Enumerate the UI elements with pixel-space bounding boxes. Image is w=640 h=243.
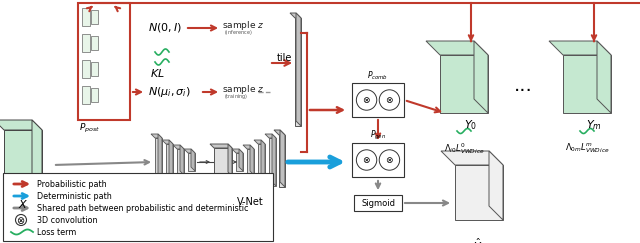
Polygon shape	[440, 55, 488, 113]
Polygon shape	[82, 8, 90, 26]
Polygon shape	[173, 145, 184, 149]
FancyBboxPatch shape	[3, 173, 273, 241]
Polygon shape	[254, 140, 265, 144]
Polygon shape	[82, 34, 90, 52]
Polygon shape	[228, 144, 232, 176]
Text: Sigmoid: Sigmoid	[361, 199, 395, 208]
Polygon shape	[0, 120, 42, 130]
Text: 3D convolution: 3D convolution	[37, 216, 97, 225]
Text: $\otimes$: $\otimes$	[385, 155, 394, 165]
FancyBboxPatch shape	[354, 195, 402, 211]
Text: $N(0,I)$: $N(0,I)$	[148, 21, 182, 35]
Polygon shape	[91, 62, 98, 76]
Text: sample $z$: sample $z$	[222, 83, 264, 95]
Text: $N(\mu_i, \sigma_i)$: $N(\mu_i, \sigma_i)$	[148, 85, 191, 99]
Polygon shape	[279, 135, 285, 187]
Text: $_{\rm(inference)}$: $_{\rm(inference)}$	[224, 28, 253, 38]
Text: sample $z$: sample $z$	[222, 18, 264, 32]
Polygon shape	[295, 18, 301, 126]
Polygon shape	[91, 36, 98, 50]
Polygon shape	[426, 41, 488, 55]
Text: $X$: $X$	[18, 198, 28, 210]
Text: $\hat{Y}_i$: $\hat{Y}_i$	[474, 237, 484, 243]
Polygon shape	[597, 41, 611, 113]
Polygon shape	[563, 55, 611, 113]
Text: $P_{gen}$: $P_{gen}$	[370, 129, 386, 142]
Circle shape	[356, 90, 377, 110]
Polygon shape	[188, 153, 195, 171]
Text: $\otimes$: $\otimes$	[362, 95, 371, 105]
Circle shape	[15, 215, 26, 226]
Polygon shape	[158, 134, 162, 186]
Polygon shape	[82, 60, 90, 78]
Polygon shape	[455, 165, 503, 220]
Text: $\otimes$: $\otimes$	[385, 95, 394, 105]
Polygon shape	[474, 41, 488, 113]
Circle shape	[380, 90, 399, 110]
Polygon shape	[236, 153, 243, 171]
Polygon shape	[296, 13, 301, 126]
Text: $Y_0$: $Y_0$	[465, 118, 477, 132]
Polygon shape	[261, 140, 265, 180]
Polygon shape	[180, 145, 184, 175]
Text: $_{\rm(training)}$: $_{\rm(training)}$	[224, 92, 248, 102]
Polygon shape	[250, 145, 254, 175]
Polygon shape	[274, 130, 285, 135]
Text: Shared path between probabilistic and deterministic: Shared path between probabilistic and de…	[37, 203, 248, 212]
Polygon shape	[177, 149, 184, 175]
Polygon shape	[290, 13, 301, 18]
Polygon shape	[82, 86, 90, 104]
Polygon shape	[269, 138, 276, 186]
Text: Deterministic path: Deterministic path	[37, 191, 112, 200]
Text: $\otimes$: $\otimes$	[17, 215, 26, 226]
Polygon shape	[151, 134, 162, 138]
Text: $Y_m$: $Y_m$	[586, 118, 602, 132]
Polygon shape	[549, 41, 611, 55]
Text: Probabilistic path: Probabilistic path	[37, 180, 107, 189]
Polygon shape	[239, 149, 243, 171]
Polygon shape	[166, 144, 173, 180]
Polygon shape	[91, 10, 98, 24]
Text: $\Lambda_{i0}L^0_{VWDice}$: $\Lambda_{i0}L^0_{VWDice}$	[444, 141, 484, 156]
Polygon shape	[232, 149, 243, 153]
Polygon shape	[191, 149, 195, 171]
Polygon shape	[32, 120, 42, 185]
FancyBboxPatch shape	[78, 3, 130, 120]
Text: ...: ...	[514, 76, 532, 95]
Text: $\Lambda_{0m}L^m_{VWDice}$: $\Lambda_{0m}L^m_{VWDice}$	[564, 141, 609, 155]
Text: tile: tile	[277, 53, 292, 63]
Circle shape	[380, 150, 399, 170]
Text: $P_{comb}$: $P_{comb}$	[367, 69, 388, 82]
Polygon shape	[272, 134, 276, 186]
Polygon shape	[247, 149, 254, 175]
Polygon shape	[210, 144, 232, 148]
Text: $P_{post}$: $P_{post}$	[79, 122, 100, 135]
Polygon shape	[4, 130, 42, 185]
Text: $\otimes$: $\otimes$	[362, 155, 371, 165]
Polygon shape	[91, 88, 98, 102]
Polygon shape	[169, 140, 173, 180]
Text: $KL$: $KL$	[150, 67, 164, 79]
Polygon shape	[489, 151, 503, 220]
FancyBboxPatch shape	[352, 143, 404, 177]
Polygon shape	[162, 140, 173, 144]
Polygon shape	[214, 148, 232, 176]
Polygon shape	[265, 134, 276, 138]
Polygon shape	[155, 138, 162, 186]
Polygon shape	[258, 144, 265, 180]
Polygon shape	[441, 151, 503, 165]
Text: V-Net: V-Net	[237, 197, 264, 207]
Polygon shape	[280, 130, 285, 187]
FancyBboxPatch shape	[352, 83, 404, 117]
Polygon shape	[184, 149, 195, 153]
Text: Loss term: Loss term	[37, 227, 76, 236]
Circle shape	[356, 150, 377, 170]
Polygon shape	[243, 145, 254, 149]
